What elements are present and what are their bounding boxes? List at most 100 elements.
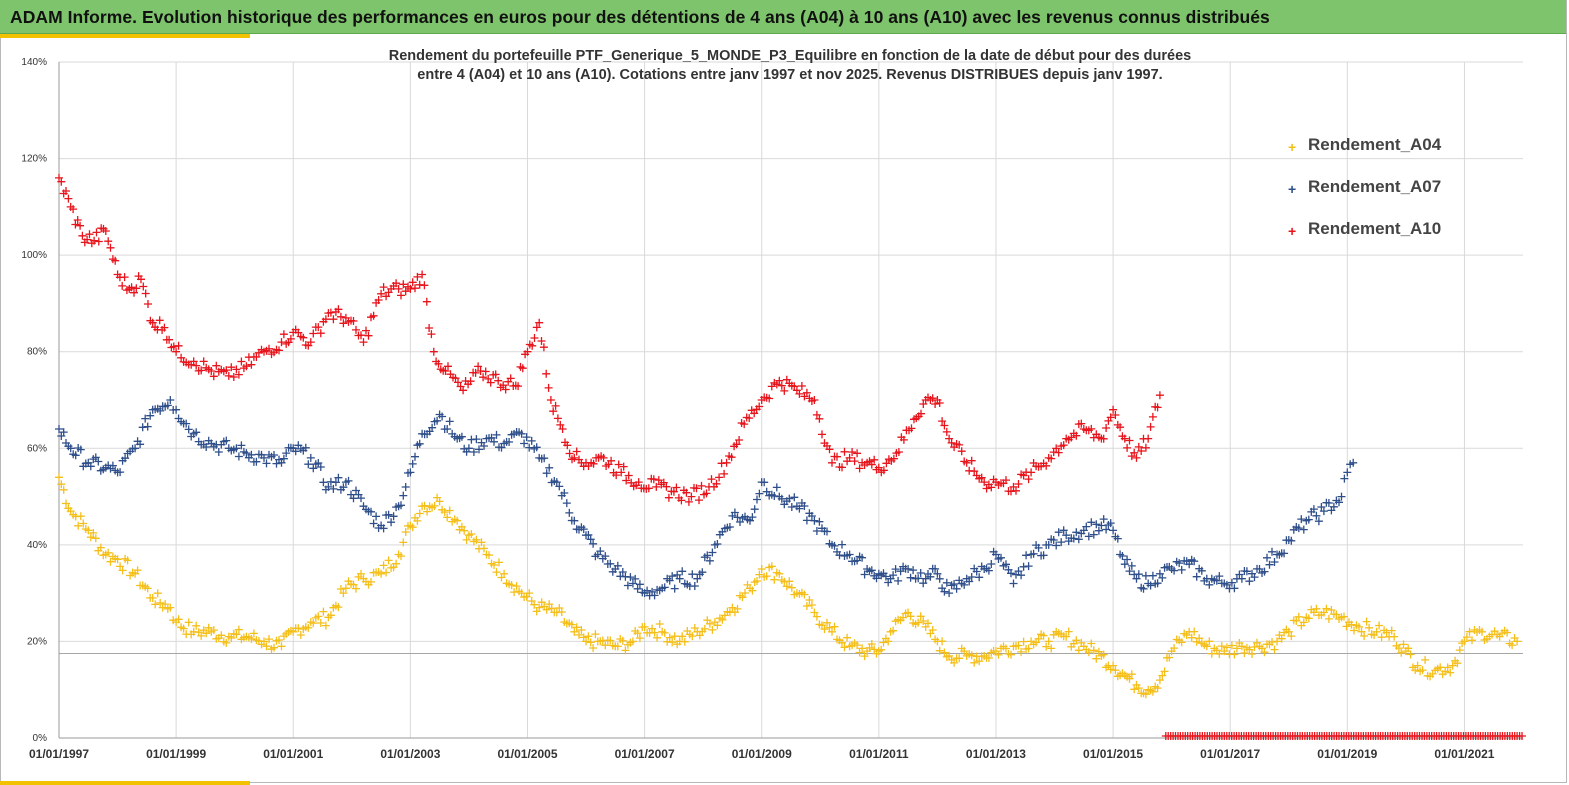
data-point-interp (91, 534, 100, 543)
x-tick-label: 01/01/2003 (380, 747, 440, 761)
data-point-interp (575, 630, 583, 639)
data-point-interp (127, 283, 136, 292)
data-point-interp (1340, 612, 1348, 621)
data-point-interp (745, 414, 754, 423)
data-point-interp (1106, 665, 1115, 674)
data-point-interp (439, 366, 448, 375)
data-point-interp (967, 573, 976, 581)
data-point-interp (399, 491, 408, 500)
data-point-interp (1317, 503, 1326, 511)
data-point-interp (1094, 526, 1103, 535)
data-point-interp (1089, 646, 1098, 655)
data-point-interp (209, 626, 218, 635)
data-point-interp (1352, 621, 1361, 630)
data-point-interp (624, 471, 633, 480)
data-point-interp (1324, 499, 1333, 507)
data-point-interp (994, 650, 1003, 659)
data-point-interp (184, 618, 193, 627)
data-point-interp (1099, 515, 1108, 524)
data-point (1109, 405, 1118, 414)
data-point-interp (139, 282, 148, 291)
data-point-interp (1187, 633, 1196, 642)
data-point-interp (367, 577, 375, 586)
data-point-interp (743, 580, 752, 589)
data-point-interp (795, 504, 804, 513)
data-point-interp (257, 345, 266, 354)
data-point-interp (750, 505, 759, 514)
data-point-interp (884, 637, 893, 646)
data-point-interp (889, 454, 898, 463)
data-point-interp (357, 331, 365, 340)
data-point-interp (1421, 655, 1430, 664)
data-point-interp (960, 457, 969, 466)
data-point-interp (825, 623, 834, 632)
data-point-interp (855, 464, 864, 473)
accent-bar-bottom (0, 781, 250, 785)
data-point-interp (71, 220, 80, 229)
data-point-interp (440, 508, 449, 517)
data-point-interp (782, 582, 791, 591)
data-point-interp (635, 580, 644, 589)
data-point (652, 482, 661, 491)
data-point-interp (1357, 627, 1366, 636)
data-point-interp (301, 443, 310, 452)
data-point-interp (275, 346, 283, 355)
data-point (1109, 526, 1118, 535)
data-point-interp (633, 629, 642, 638)
x-tick-label: 01/01/2005 (497, 747, 557, 761)
data-point-interp (1113, 534, 1122, 543)
data-point-interp (59, 428, 68, 437)
y-tick-label: 120% (21, 154, 47, 165)
data-point-interp (537, 337, 546, 345)
data-point-interp (1245, 577, 1254, 586)
data-point-interp (626, 638, 635, 647)
data-point-interp (785, 577, 794, 586)
data-point-interp (299, 333, 308, 342)
data-point-interp (940, 587, 949, 596)
data-point-interp (684, 497, 693, 506)
data-point-interp (843, 551, 852, 560)
data-point-interp (475, 445, 483, 454)
data-point-interp (382, 568, 391, 577)
data-point-interp (1182, 557, 1191, 566)
data-point-interp (1493, 630, 1502, 639)
data-point-interp (433, 416, 442, 425)
data-point-interp (1242, 567, 1251, 576)
data-point-interp (1428, 669, 1437, 678)
data-point-interp (81, 525, 90, 533)
data-point-interp (1074, 646, 1083, 655)
data-point-interp (555, 482, 564, 491)
data-point-interp (825, 539, 834, 548)
data-point-interp (1170, 644, 1179, 653)
data-point-interp (1146, 581, 1155, 590)
data-point-interp (309, 464, 318, 473)
data-point-interp (528, 341, 537, 350)
data-point-interp (512, 582, 521, 591)
data-point-interp (1017, 571, 1026, 580)
data-point-interp (698, 568, 707, 577)
data-point-interp (460, 526, 469, 535)
data-point-interp (931, 400, 940, 408)
data-point-interp (316, 619, 325, 627)
data-point-interp (682, 488, 691, 497)
data-point-interp (907, 424, 916, 433)
data-point-interp (214, 448, 223, 456)
data-point-interp (1299, 525, 1308, 534)
data-point-interp (649, 475, 658, 484)
data-point-interp (562, 499, 571, 508)
data-point-interp (372, 512, 381, 521)
data-point-interp (204, 623, 213, 632)
data-point-interp (975, 573, 984, 582)
data-point-interp (480, 442, 488, 450)
data-point-interp (767, 562, 776, 571)
data-point (1120, 560, 1129, 569)
data-point-interp (795, 389, 804, 398)
data-point-interp (906, 612, 915, 621)
data-point-interp (86, 462, 95, 471)
data-point-interp (867, 640, 876, 648)
data-point-interp (938, 637, 947, 646)
data-point-interp (1282, 625, 1291, 634)
data-point-interp (1165, 562, 1174, 571)
data-point-interp (1399, 640, 1408, 649)
data-point-interp (650, 628, 659, 637)
